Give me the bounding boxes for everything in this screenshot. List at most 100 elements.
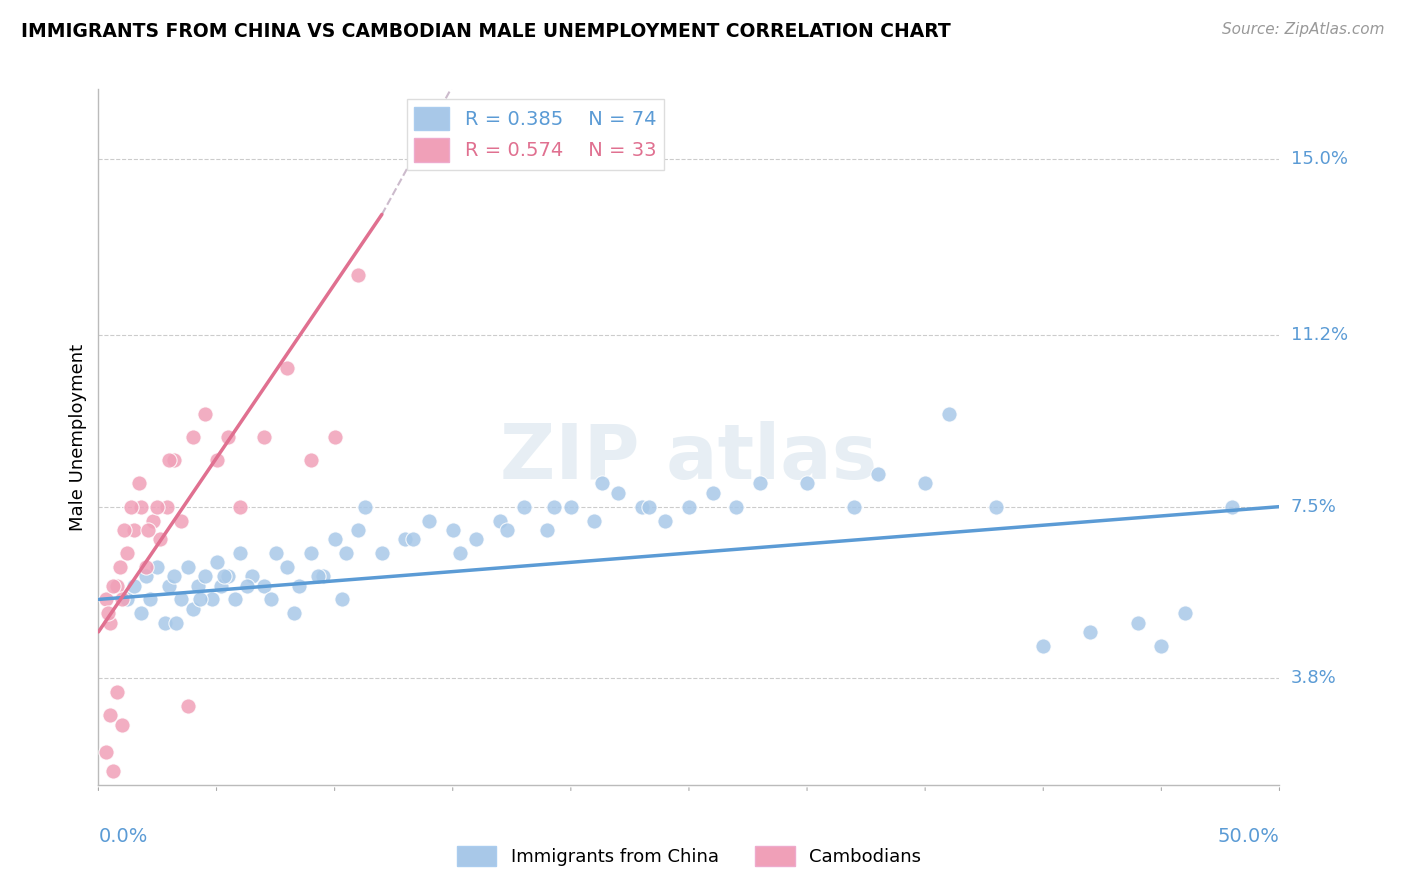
Point	[1032, 639, 1054, 653]
Point	[153, 615, 176, 630]
Point	[260, 592, 283, 607]
Point	[441, 523, 464, 537]
Point	[702, 485, 724, 500]
Point	[543, 500, 565, 514]
Point	[224, 592, 246, 607]
Point	[591, 476, 613, 491]
Point	[489, 514, 512, 528]
Point	[1220, 500, 1243, 514]
Text: 0.0%: 0.0%	[98, 827, 148, 846]
Text: IMMIGRANTS FROM CHINA VS CAMBODIAN MALE UNEMPLOYMENT CORRELATION CHART: IMMIGRANTS FROM CHINA VS CAMBODIAN MALE …	[21, 22, 950, 41]
Point	[181, 430, 204, 444]
Point	[105, 685, 128, 699]
Point	[253, 430, 276, 444]
Point	[725, 500, 748, 514]
Point	[253, 578, 276, 592]
Point	[678, 500, 700, 514]
Point	[299, 453, 322, 467]
Legend: Immigrants from China, Cambodians: Immigrants from China, Cambodians	[450, 839, 928, 873]
Point	[335, 546, 357, 560]
Point	[209, 578, 232, 592]
Point	[212, 569, 235, 583]
Point	[229, 546, 252, 560]
Point	[97, 607, 120, 621]
Point	[115, 592, 138, 607]
Point	[170, 592, 193, 607]
Point	[323, 532, 346, 546]
Point	[177, 699, 200, 714]
Point	[98, 615, 121, 630]
Point	[330, 592, 353, 607]
Point	[748, 476, 770, 491]
Point	[101, 578, 124, 592]
Point	[146, 560, 169, 574]
Point	[654, 514, 676, 528]
Point	[394, 532, 416, 546]
Point	[142, 514, 165, 528]
Text: 11.2%: 11.2%	[1291, 326, 1348, 344]
Point	[115, 546, 138, 560]
Point	[205, 453, 228, 467]
Text: 7.5%: 7.5%	[1291, 498, 1337, 516]
Point	[122, 523, 145, 537]
Point	[536, 523, 558, 537]
Point	[866, 467, 889, 482]
Point	[94, 592, 117, 607]
Point	[984, 500, 1007, 514]
Point	[157, 453, 180, 467]
Point	[163, 569, 186, 583]
Point	[288, 578, 311, 592]
Point	[276, 360, 298, 375]
Point	[283, 607, 305, 621]
Point	[156, 500, 179, 514]
Point	[607, 485, 630, 500]
Point	[796, 476, 818, 491]
Point	[149, 532, 172, 546]
Point	[1174, 607, 1197, 621]
Point	[236, 578, 259, 592]
Point	[105, 578, 128, 592]
Point	[194, 569, 217, 583]
Point	[217, 430, 239, 444]
Point	[1126, 615, 1149, 630]
Point	[844, 500, 866, 514]
Point	[121, 500, 143, 514]
Point	[146, 500, 169, 514]
Point	[135, 560, 157, 574]
Point	[323, 430, 346, 444]
Point	[630, 500, 652, 514]
Point	[163, 453, 186, 467]
Point	[401, 532, 423, 546]
Point	[347, 268, 370, 282]
Point	[108, 560, 131, 574]
Point	[139, 592, 162, 607]
Point	[354, 500, 377, 514]
Point	[129, 607, 152, 621]
Point	[217, 569, 239, 583]
Point	[560, 500, 582, 514]
Point	[165, 615, 187, 630]
Text: Source: ZipAtlas.com: Source: ZipAtlas.com	[1222, 22, 1385, 37]
Point	[449, 546, 471, 560]
Text: 3.8%: 3.8%	[1291, 669, 1336, 687]
Point	[98, 708, 121, 723]
Point	[157, 578, 180, 592]
Point	[418, 514, 440, 528]
Point	[637, 500, 659, 514]
Point	[371, 546, 394, 560]
Point	[205, 555, 228, 569]
Point	[938, 407, 960, 421]
Point	[264, 546, 287, 560]
Point	[1080, 624, 1102, 639]
Point	[307, 569, 329, 583]
Point	[111, 592, 134, 607]
Text: 50.0%: 50.0%	[1218, 827, 1279, 846]
Point	[1150, 639, 1173, 653]
Point	[136, 523, 159, 537]
Point	[129, 500, 152, 514]
Point	[496, 523, 519, 537]
Point	[240, 569, 263, 583]
Point	[187, 578, 209, 592]
Y-axis label: Male Unemployment: Male Unemployment	[69, 343, 87, 531]
Text: 15.0%: 15.0%	[1291, 150, 1347, 168]
